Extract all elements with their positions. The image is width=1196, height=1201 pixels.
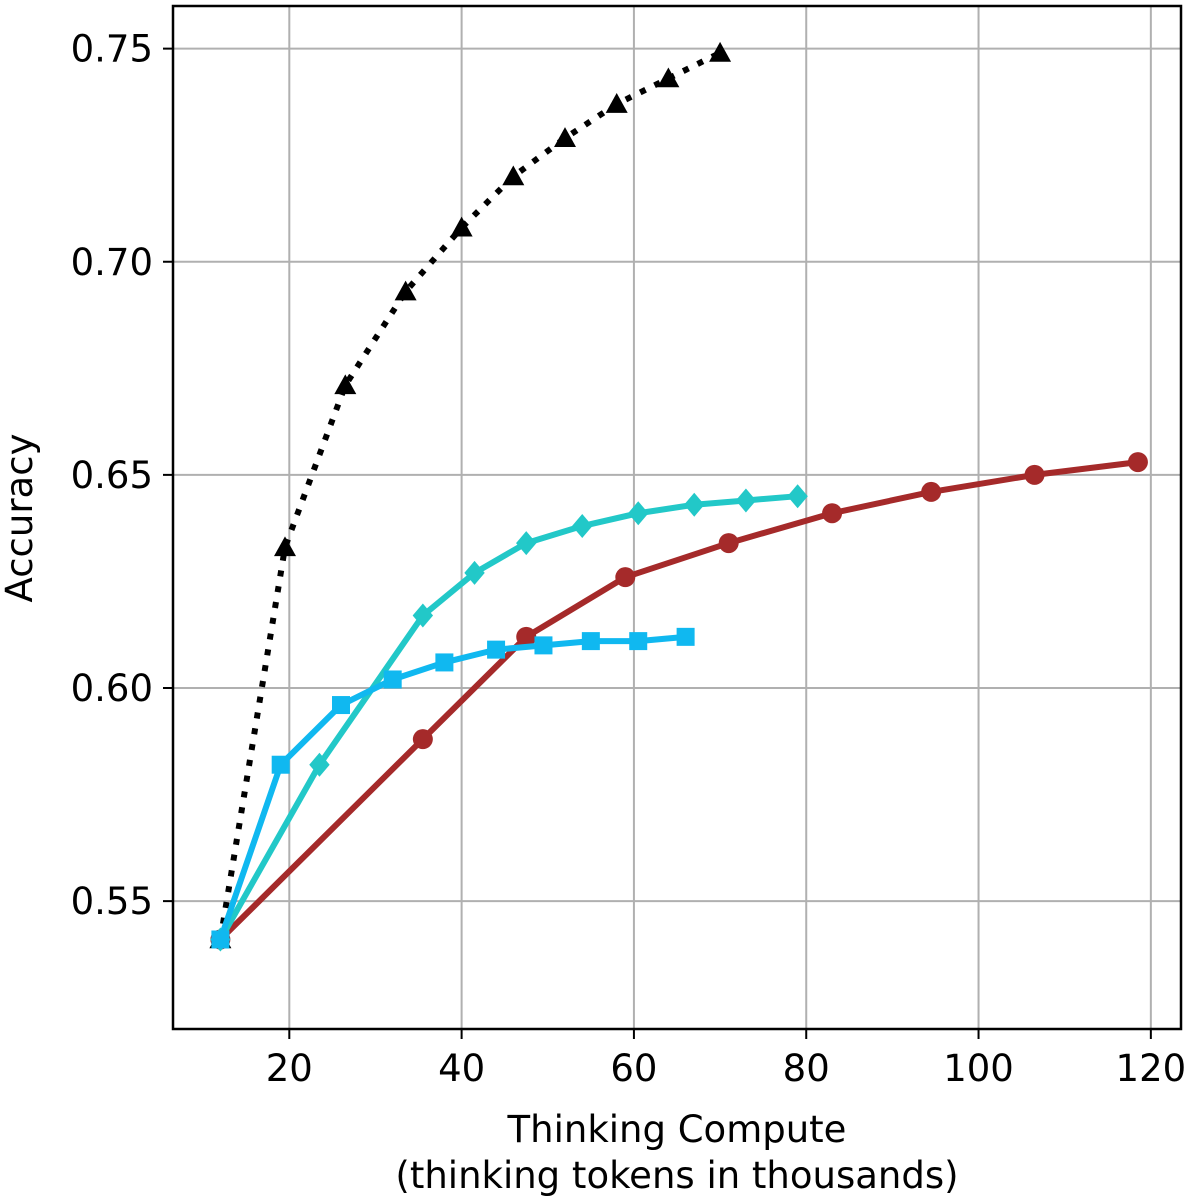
data-point-triangle [334,374,357,395]
data-point-diamond [516,531,537,556]
data-point-circle [1024,464,1045,485]
x-tick-label: 40 [438,1047,485,1090]
y-axis-label: Accuracy [0,434,41,603]
data-point-square [383,670,402,689]
data-point-square [676,627,695,646]
data-point-triangle [605,93,628,113]
data-point-diamond [412,603,434,628]
data-point-triangle [502,165,525,186]
plot-frame [171,4,1183,1031]
data-point-circle [718,533,739,554]
x-tick-label: 60 [610,1047,657,1090]
x-axis-label: Thinking Compute [507,1108,847,1151]
series-triangle [209,41,732,949]
data-point-triangle [274,536,296,557]
data-point-square [629,632,648,651]
data-point-square [581,632,600,651]
x-tick-label: 120 [1116,1047,1187,1090]
data-point-diamond [628,501,649,526]
data-point-triangle [554,127,576,147]
data-point-square [271,755,290,774]
data-point-circle [615,567,636,588]
series-line-triangle [217,50,722,940]
data-point-circle [516,626,537,647]
data-point-circle [412,729,433,750]
y-tick-label: 0.60 [71,667,153,710]
data-point-square [332,696,350,715]
data-point-square [211,930,230,949]
series-diamond [210,484,808,952]
data-point-diamond [464,560,485,585]
x-axis-label-line2: (thinking tokens in thousands) [395,1154,958,1197]
y-tick-label: 0.70 [71,241,153,284]
series-layer [209,41,1148,952]
y-tick-label: 0.75 [71,28,153,71]
series-square [211,627,695,949]
x-tick-label: 80 [783,1047,830,1090]
data-point-square [534,636,553,655]
y-tick-label: 0.55 [71,880,153,923]
x-tick-label: 100 [943,1047,1014,1090]
data-point-triangle [657,67,680,88]
data-point-circle [1127,452,1148,473]
data-point-circle [822,503,843,524]
x-tick-label: 20 [266,1047,313,1090]
data-point-diamond [684,492,705,517]
grid [173,6,1181,1029]
data-point-square [487,640,506,659]
data-point-diamond [309,752,330,777]
y-tick-label: 0.65 [71,454,153,497]
data-point-square [435,653,454,672]
data-point-diamond [735,488,757,513]
series-line-diamond [217,493,801,943]
series-line-square [217,633,689,943]
series-line-circle [217,459,1141,943]
data-point-triangle [394,280,417,301]
data-point-diamond [787,484,808,509]
data-point-triangle [709,41,732,62]
ticks: 20 40 60 80 100 120 0.55 0.60 0.65 0.70 0.75 [71,28,1187,1090]
data-point-triangle [450,216,473,237]
series-circle [210,452,1148,950]
data-point-circle [921,481,942,502]
data-point-diamond [572,514,593,539]
